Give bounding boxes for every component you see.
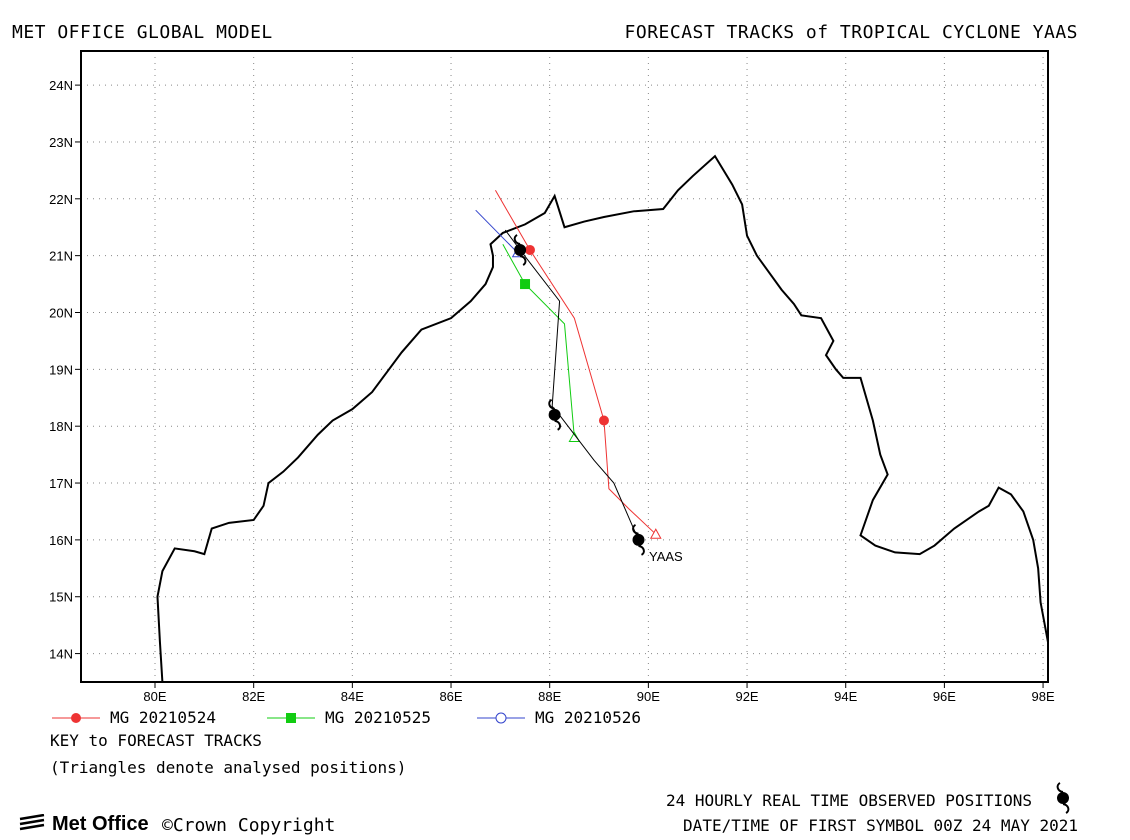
track-marker (598, 415, 609, 426)
legend-label: MG 20210526 (535, 708, 641, 727)
y-tick-label: 19N (49, 362, 73, 377)
grid-lines (81, 51, 1048, 682)
x-tick-label: 92E (735, 689, 758, 704)
cyclone-symbol-arm (638, 544, 645, 556)
y-tick-label: 22N (49, 192, 73, 207)
cyclone-symbol (632, 523, 645, 556)
track-line (502, 244, 575, 438)
cyclone-symbol-core (548, 408, 561, 421)
cyclone-symbol-arm (519, 254, 527, 266)
met-office-logo: Met Office (18, 813, 149, 836)
x-tick-label: 82E (242, 689, 265, 704)
cyclone-symbol (513, 234, 527, 266)
forecast-track (494, 190, 662, 539)
cyclone-symbol-core (514, 243, 527, 256)
y-tick-label: 23N (49, 135, 73, 150)
track-marker (520, 279, 531, 290)
observed-track-line (504, 229, 639, 541)
x-tick-label: 94E (834, 689, 857, 704)
y-tick-label: 24N (49, 78, 73, 93)
cyclone-symbol-arm (554, 419, 562, 431)
cyclone-symbol-arm (513, 234, 521, 245)
observed-track (504, 229, 645, 556)
observed-positions-note: 24 HOURLY REAL TIME OBSERVED POSITIONS (665, 791, 1032, 810)
cyclone-symbol (548, 398, 562, 431)
cyclone-symbol-arm (548, 398, 555, 410)
coastline (156, 154, 1048, 682)
x-tick-label: 88E (538, 689, 561, 704)
chart-title: FORECAST TRACKS of TROPICAL CYCLONE YAAS (624, 22, 1078, 43)
first-symbol-datetime: DATE/TIME OF FIRST SYMBOL 00Z 24 MAY 202… (683, 816, 1078, 835)
y-tick-label: 15N (49, 590, 73, 605)
legend-label: MG 20210524 (110, 708, 216, 727)
track-line (475, 209, 518, 254)
cyclone-symbol-arm (632, 523, 639, 535)
x-tick-label: 96E (933, 689, 956, 704)
x-tick-label: 90E (637, 689, 660, 704)
red-circle-line-icon (52, 713, 100, 723)
forecast-tracks (475, 190, 662, 539)
green-square-line-icon (267, 713, 315, 723)
y-tick-label: 18N (49, 419, 73, 434)
y-tick-label: 20N (49, 305, 73, 320)
track-marker (524, 244, 535, 255)
coastline-path (156, 154, 1048, 682)
legend-label: MG 20210525 (325, 708, 431, 727)
key-note: (Triangles denote analysed positions) (50, 758, 407, 777)
latitude-ticks: 14N 15N 16N 17N 18N 19N 20N 21N 22N 23N 24N (49, 78, 81, 662)
y-tick-label: 21N (49, 249, 73, 264)
x-tick-label: 80E (143, 689, 166, 704)
y-tick-label: 17N (49, 476, 73, 491)
map-frame (80, 50, 1049, 683)
blue-open-circle-line-icon (477, 712, 525, 724)
analysed-position-triangle (649, 528, 662, 539)
y-tick-label: 14N (49, 647, 73, 662)
storm-name-label: YAAS (649, 549, 683, 564)
met-office-logo-icon (19, 814, 45, 831)
logo-text: Met Office (52, 813, 149, 835)
longitude-ticks: 80E 82E 84E 86E 88E 90E 92E 94E 96E 98E (143, 682, 1055, 704)
key-title: KEY to FORECAST TRACKS (50, 731, 262, 750)
copyright-notice: ©Crown Copyright (162, 815, 336, 836)
x-tick-label: 84E (341, 689, 364, 704)
cyclone-symbol-core (632, 533, 645, 546)
x-tick-label: 86E (439, 689, 462, 704)
cyclone-symbol-icon (1056, 782, 1070, 814)
model-title: MET OFFICE GLOBAL MODEL (12, 22, 273, 43)
forecast-track (502, 244, 581, 443)
x-tick-label: 98E (1031, 689, 1054, 704)
y-tick-label: 16N (49, 533, 73, 548)
